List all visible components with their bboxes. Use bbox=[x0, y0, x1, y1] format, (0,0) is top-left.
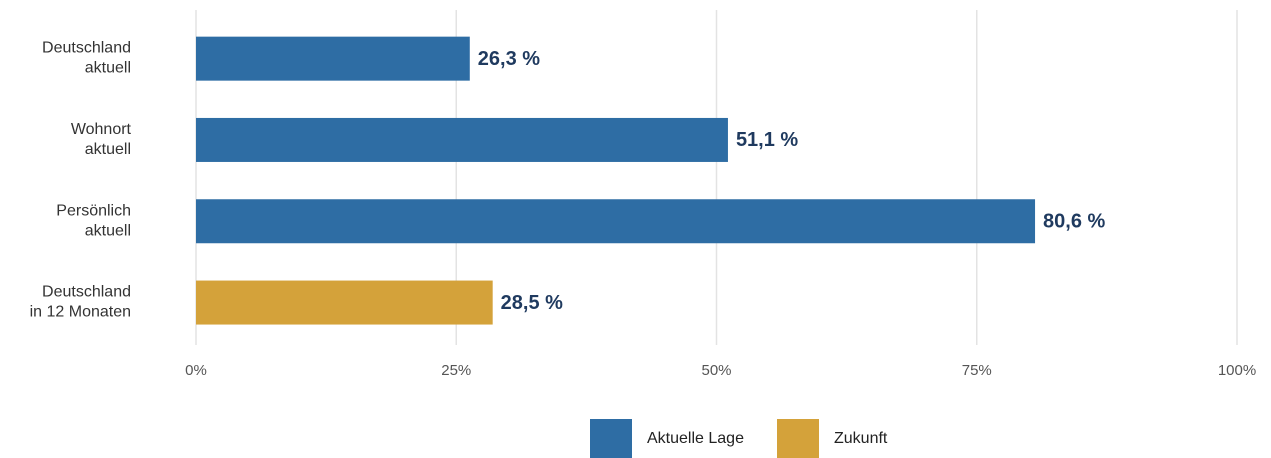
y-tick-label-line: Wohnort bbox=[71, 121, 132, 138]
y-tick-label-line: Deutschland bbox=[42, 284, 131, 301]
y-tick-label-line: Persönlich bbox=[56, 202, 131, 219]
y-tick-label: Deutschland aktuell bbox=[42, 40, 131, 77]
legend-label: Aktuelle Lage bbox=[647, 430, 744, 447]
legend-swatch bbox=[777, 419, 819, 458]
value-label: 80,6 % bbox=[1043, 211, 1105, 233]
x-tick-label: 50% bbox=[701, 362, 731, 379]
y-tick-label-line: Deutschland bbox=[42, 40, 131, 57]
y-tick-label-line: in 12 Monaten bbox=[30, 304, 131, 321]
y-tick-label: Deutschland in 12 Monaten bbox=[30, 284, 131, 321]
bar bbox=[196, 117, 728, 162]
y-tick-label: Wohnort aktuell bbox=[71, 121, 132, 158]
x-tick-label: 75% bbox=[962, 362, 992, 379]
x-tick-label: 25% bbox=[441, 362, 471, 379]
x-tick-label: 0% bbox=[185, 362, 207, 379]
legend-swatch bbox=[590, 419, 632, 458]
value-label: 51,1 % bbox=[736, 129, 798, 151]
value-label: 26,3 % bbox=[478, 48, 540, 70]
x-tick-label: 100% bbox=[1218, 362, 1256, 379]
y-tick-label-line: aktuell bbox=[85, 222, 131, 239]
y-tick-label: Persönlich aktuell bbox=[56, 202, 131, 239]
value-label: 28,5 % bbox=[501, 292, 563, 314]
bar bbox=[196, 36, 470, 81]
y-tick-label-line: aktuell bbox=[85, 60, 131, 77]
legend-label: Zukunft bbox=[834, 430, 888, 447]
y-tick-label-line: aktuell bbox=[85, 141, 131, 158]
bar bbox=[196, 280, 493, 325]
bar bbox=[196, 199, 1036, 244]
